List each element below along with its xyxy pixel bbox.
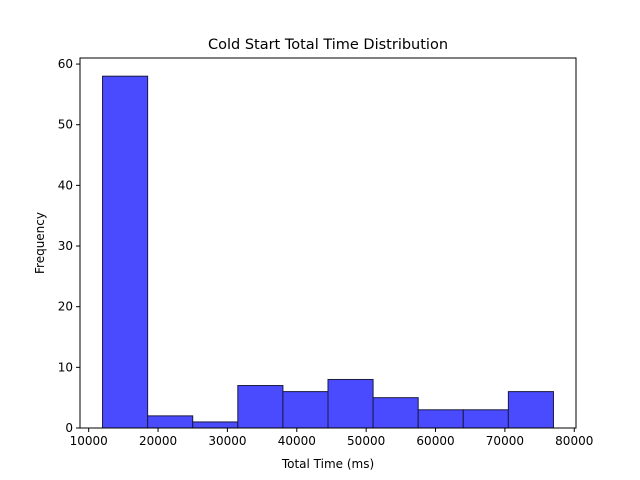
y-axis-ticks: 0 10 20 30 40 50 60 — [58, 57, 80, 435]
histogram-bar-4 — [237, 385, 284, 429]
histogram-bar-6 — [327, 378, 374, 429]
y-tick-label: 30 — [58, 239, 73, 253]
histogram-bar-7 — [372, 397, 419, 429]
histogram-bar-2 — [147, 415, 194, 429]
y-tick-label: 50 — [58, 118, 73, 132]
x-axis-label: Total Time (ms) — [281, 457, 374, 471]
x-tick-label: 40000 — [278, 434, 316, 448]
x-tick-label: 10000 — [70, 434, 108, 448]
y-tick-label: 40 — [58, 178, 73, 192]
plot-frame — [79, 57, 577, 429]
y-tick-label: 60 — [58, 57, 73, 71]
histogram-bar-10 — [507, 391, 554, 429]
histogram-bar-5 — [282, 391, 329, 429]
histogram-bar-3 — [192, 421, 239, 429]
histogram-bar-8 — [417, 409, 464, 429]
y-axis-label: Frequency — [33, 212, 47, 274]
y-tick-label: 0 — [65, 421, 73, 435]
y-tick-label: 20 — [58, 300, 73, 314]
histogram-bar-9 — [462, 409, 509, 429]
x-axis-ticks: 10000 20000 30000 40000 50000 60000 70000 80000 — [70, 428, 593, 448]
bars-group — [102, 75, 554, 429]
x-tick-label: 50000 — [347, 434, 385, 448]
x-tick-label: 70000 — [486, 434, 524, 448]
chart-title: Cold Start Total Time Distribution — [208, 37, 448, 53]
y-tick-label: 10 — [58, 360, 73, 374]
x-tick-label: 80000 — [555, 434, 593, 448]
x-tick-label: 30000 — [208, 434, 246, 448]
x-tick-label: 60000 — [416, 434, 454, 448]
histogram-bar-1 — [102, 75, 149, 429]
x-tick-label: 20000 — [139, 434, 177, 448]
